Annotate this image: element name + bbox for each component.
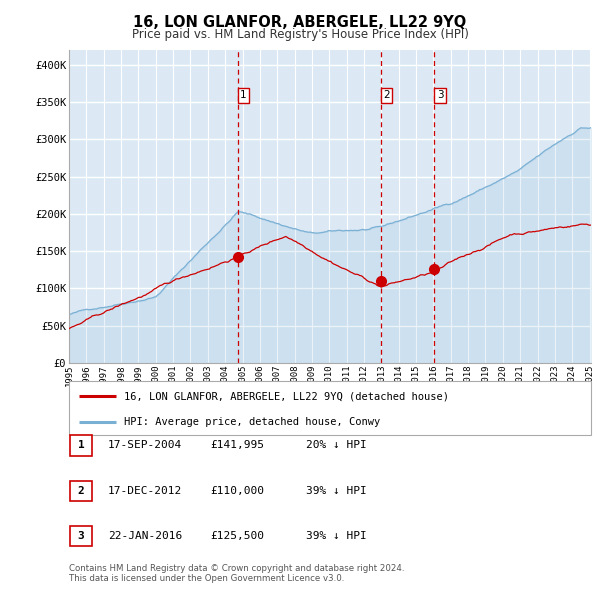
Text: 3: 3 — [77, 532, 85, 541]
Text: HPI: Average price, detached house, Conwy: HPI: Average price, detached house, Conw… — [124, 417, 380, 427]
Text: 2: 2 — [77, 486, 85, 496]
Text: Contains HM Land Registry data © Crown copyright and database right 2024.
This d: Contains HM Land Registry data © Crown c… — [69, 563, 404, 583]
Text: 22-JAN-2016: 22-JAN-2016 — [108, 532, 182, 541]
FancyBboxPatch shape — [70, 435, 92, 455]
Text: £125,500: £125,500 — [210, 532, 264, 541]
Text: 20% ↓ HPI: 20% ↓ HPI — [306, 441, 367, 450]
Text: 39% ↓ HPI: 39% ↓ HPI — [306, 486, 367, 496]
Text: 39% ↓ HPI: 39% ↓ HPI — [306, 532, 367, 541]
Text: 16, LON GLANFOR, ABERGELE, LL22 9YQ: 16, LON GLANFOR, ABERGELE, LL22 9YQ — [133, 15, 467, 30]
Text: 17-DEC-2012: 17-DEC-2012 — [108, 486, 182, 496]
Text: £141,995: £141,995 — [210, 441, 264, 450]
FancyBboxPatch shape — [69, 381, 591, 435]
Text: 17-SEP-2004: 17-SEP-2004 — [108, 441, 182, 450]
Text: 1: 1 — [77, 441, 85, 450]
Text: £110,000: £110,000 — [210, 486, 264, 496]
Text: 2: 2 — [383, 90, 390, 100]
FancyBboxPatch shape — [70, 526, 92, 546]
Text: 16, LON GLANFOR, ABERGELE, LL22 9YQ (detached house): 16, LON GLANFOR, ABERGELE, LL22 9YQ (det… — [124, 391, 449, 401]
Text: 1: 1 — [240, 90, 247, 100]
Text: 3: 3 — [437, 90, 443, 100]
FancyBboxPatch shape — [70, 481, 92, 501]
Text: Price paid vs. HM Land Registry's House Price Index (HPI): Price paid vs. HM Land Registry's House … — [131, 28, 469, 41]
